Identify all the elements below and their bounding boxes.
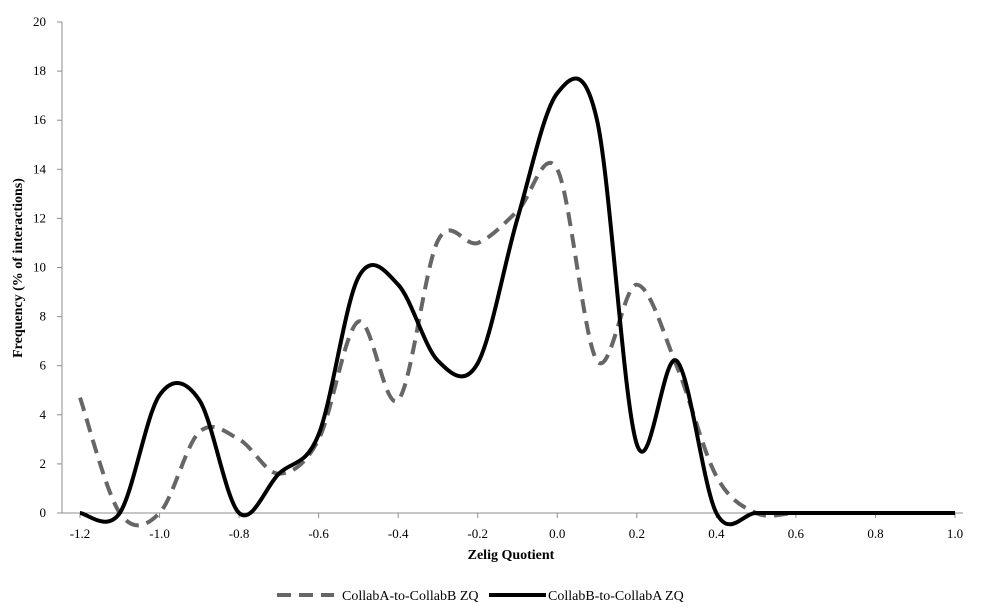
- y-tick-label: 2: [40, 456, 47, 471]
- y-axis-title: Frequency (% of interactions): [11, 178, 26, 358]
- x-tick-label: 0.6: [788, 526, 805, 541]
- x-axis-title: Zelig Quotient: [468, 548, 555, 563]
- y-tick-label: 0: [40, 505, 47, 520]
- series-line-collabb-to-collaba-zq: [79, 76, 955, 527]
- legend-label-collabb-to-collaba: CollabB-to-CollabA ZQ: [548, 589, 684, 604]
- x-tick-label: 1.0: [947, 526, 963, 541]
- y-tick-label: 12: [33, 210, 46, 225]
- x-tick-label: -1.2: [70, 526, 91, 541]
- x-tick-label: -1.0: [149, 526, 170, 541]
- x-tick-label: 0.8: [867, 526, 883, 541]
- x-ticks: -1.2 -1.0 -0.8 -0.6 -0.4 -0.2 0.0 0.2 0.4 0.6 0.8 1…: [70, 513, 963, 541]
- legend: CollabA-to-CollabB ZQ CollabB-to-CollabA…: [277, 589, 684, 604]
- x-tick-label: -0.6: [308, 526, 329, 541]
- x-tick-label: 0.2: [629, 526, 645, 541]
- y-ticks: 0 2 4 6 8 10 12 14 16 18 20: [33, 14, 62, 520]
- y-tick-label: 8: [40, 309, 47, 324]
- y-tick-label: 14: [33, 161, 47, 176]
- y-tick-label: 10: [33, 260, 46, 275]
- y-tick-label: 16: [33, 112, 47, 127]
- y-tick-label: 18: [33, 63, 46, 78]
- legend-label-collaba-to-collabb: CollabA-to-CollabB ZQ: [342, 589, 479, 604]
- y-tick-label: 4: [40, 407, 47, 422]
- x-tick-label: -0.4: [388, 526, 409, 541]
- y-tick-label: 20: [33, 14, 46, 29]
- x-tick-label: 0.0: [549, 526, 565, 541]
- series-layer: [78, 76, 955, 528]
- x-tick-label: -0.2: [467, 526, 488, 541]
- x-tick-label: -0.8: [229, 526, 250, 541]
- y-tick-label: 6: [40, 358, 47, 373]
- x-tick-label: 0.4: [708, 526, 725, 541]
- axes: [61, 22, 963, 514]
